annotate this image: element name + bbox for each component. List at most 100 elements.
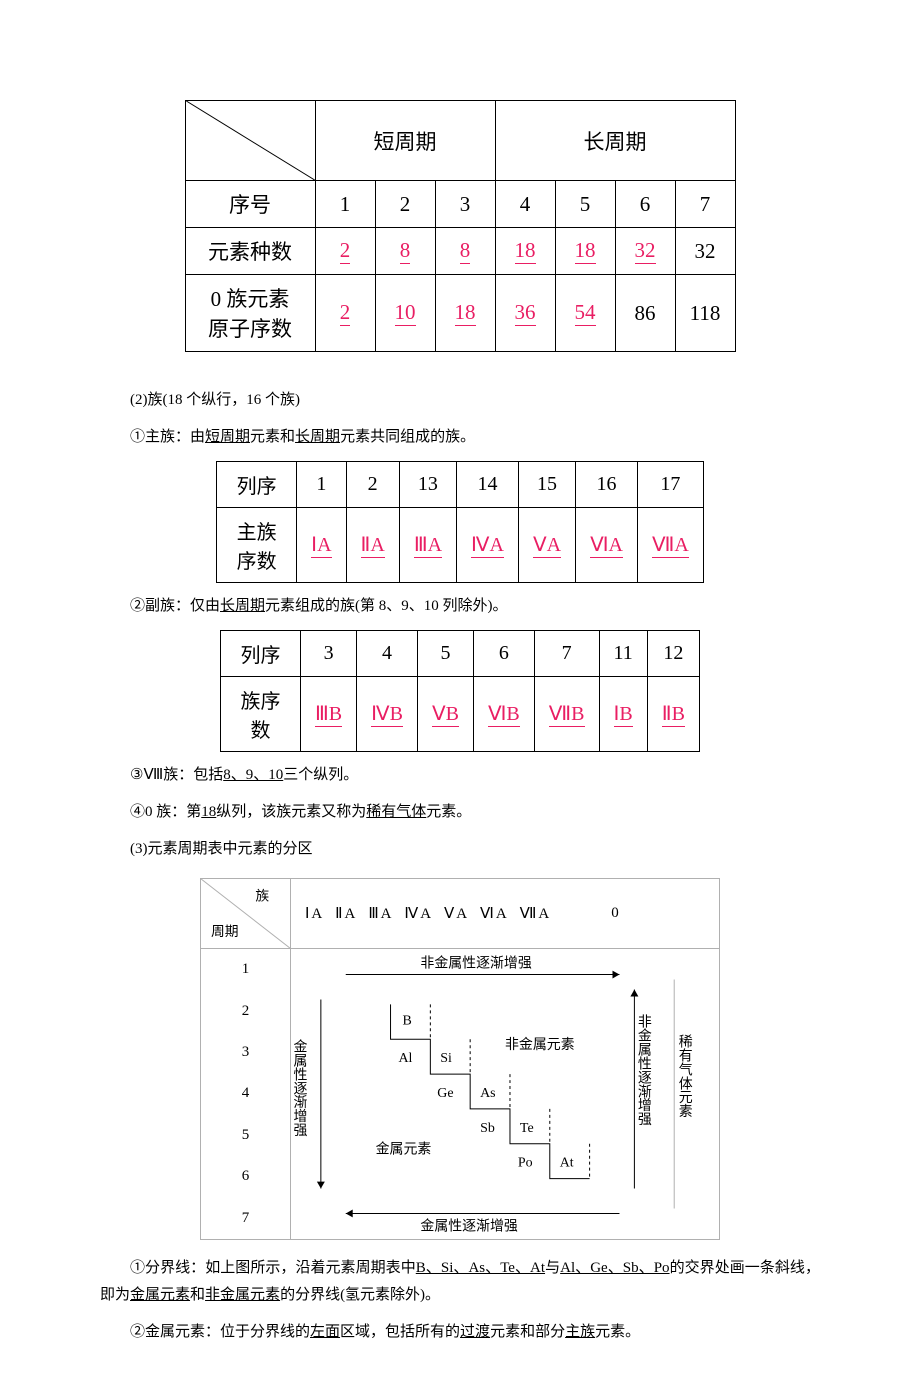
svg-text:Sb: Sb <box>480 1121 495 1136</box>
cell: ⅠB <box>599 677 647 752</box>
cell: 7 <box>675 181 735 228</box>
cell: 5 <box>417 631 473 677</box>
cell: 32 <box>615 228 675 275</box>
svg-text:As: As <box>480 1086 495 1101</box>
svg-text:Si: Si <box>440 1051 452 1066</box>
cell: 118 <box>675 275 735 352</box>
cell: ⅢA <box>399 508 456 583</box>
count-row: 元素种数 2 8 8 18 18 32 32 <box>185 228 735 275</box>
cell: 11 <box>599 631 647 677</box>
period-num: 7 <box>242 1210 250 1227</box>
text-2b: ②副族：仅由长周期元素组成的族(第 8、9、10 列除外)。 <box>100 593 820 620</box>
row-label: 主族序数 <box>217 508 297 583</box>
sub-groups-table: 列序 3 4 5 6 7 11 12 族序数 ⅢB ⅣB ⅤB ⅥB ⅦB ⅠB… <box>220 630 700 752</box>
cell: 8 <box>435 228 495 275</box>
diagram-axis-box: 族 周期 <box>201 879 291 948</box>
svg-text:Po: Po <box>518 1156 533 1171</box>
cell: ⅦA <box>637 508 703 583</box>
text-5: (3)元素周期表中元素的分区 <box>100 836 820 863</box>
row-label-period: 序号 <box>185 181 315 228</box>
cell: 15 <box>518 462 575 508</box>
cell: 13 <box>399 462 456 508</box>
svg-text:族: 族 <box>255 889 269 904</box>
cell: 17 <box>637 462 703 508</box>
period-num: 5 <box>242 1127 250 1144</box>
cell: 14 <box>457 462 519 508</box>
cell: 8 <box>375 228 435 275</box>
svg-text:At: At <box>560 1156 574 1171</box>
diagram-canvas: 非金属性逐渐增强 金属性逐渐增强 金属性逐渐增强 非金属性逐渐增强 稀有气体元素 <box>291 949 719 1239</box>
svg-text:非金属元素: 非金属元素 <box>505 1037 575 1053</box>
period-num: 2 <box>242 1003 250 1020</box>
row-label: 列序 <box>217 462 297 508</box>
svg-text:金属元素: 金属元素 <box>376 1142 432 1158</box>
cell: 1 <box>315 181 375 228</box>
diagram-groups-header: ⅠA ⅡA ⅢA ⅣA ⅤA ⅥA ⅦA 0 <box>291 879 719 948</box>
period-num: 6 <box>242 1168 250 1185</box>
svg-text:Ge: Ge <box>437 1086 453 1101</box>
cell: ⅡA <box>346 508 399 583</box>
row-label: 列序 <box>221 631 301 677</box>
svg-text:金属性逐渐增强: 金属性逐渐增强 <box>291 1039 307 1138</box>
svg-text:周期: 周期 <box>211 924 239 939</box>
row-label-count: 元素种数 <box>185 228 315 275</box>
cell: ⅣB <box>357 677 418 752</box>
cell: 4 <box>357 631 418 677</box>
cell: 4 <box>495 181 555 228</box>
cell: ⅤA <box>518 508 575 583</box>
svg-text:金属性逐渐增强: 金属性逐渐增强 <box>420 1218 518 1234</box>
cell: ⅢB <box>301 677 357 752</box>
cell: 2 <box>315 275 375 352</box>
period-num: 4 <box>242 1085 250 1102</box>
cell: ⅤB <box>417 677 473 752</box>
text-2a: ①主族：由短周期元素和长周期元素共同组成的族。 <box>100 424 820 451</box>
cell: 86 <box>615 275 675 352</box>
periodic-partition-diagram: 族 周期 ⅠA ⅡA ⅢA ⅣA ⅤA ⅥA ⅦA 0 1 2 3 4 5 6 … <box>200 878 720 1240</box>
noble-row: 0 族元素原子序数 2 10 18 36 54 86 118 <box>185 275 735 352</box>
periods-table: 短周期 长周期 序号 1 2 3 4 5 6 7 元素种数 2 8 8 18 1… <box>185 100 736 352</box>
text-6: ①分界线：如上图所示，沿着元素周期表中B、Si、As、Te、At与Al、Ge、S… <box>100 1255 820 1309</box>
cell: ⅣA <box>457 508 519 583</box>
text-4: ④0 族：第18纵列，该族元素又称为稀有气体元素。 <box>100 799 820 826</box>
svg-text:Al: Al <box>398 1051 412 1066</box>
cell: 12 <box>647 631 699 677</box>
svg-text:Te: Te <box>520 1121 534 1136</box>
svg-text:非金属性逐渐增强: 非金属性逐渐增强 <box>420 956 531 972</box>
cell: 10 <box>375 275 435 352</box>
cell: 54 <box>555 275 615 352</box>
cell: 18 <box>555 228 615 275</box>
row-label: 族序数 <box>221 677 301 752</box>
cell: 18 <box>495 228 555 275</box>
svg-text:非金属性逐渐增强: 非金属性逐渐增强 <box>636 1014 652 1127</box>
cell: 7 <box>534 631 599 677</box>
cell: 2 <box>375 181 435 228</box>
svg-text:稀有气体元素: 稀有气体元素 <box>677 1034 693 1118</box>
period-num: 3 <box>242 1044 250 1061</box>
long-period-header: 长周期 <box>495 101 735 181</box>
cell: ⅡB <box>647 677 699 752</box>
cell: 3 <box>301 631 357 677</box>
text-7: ②金属元素：位于分界线的左面区域，包括所有的过渡元素和部分主族元素。 <box>100 1319 820 1346</box>
cell: 2 <box>346 462 399 508</box>
cell: 1 <box>297 462 346 508</box>
cell: ⅦB <box>534 677 599 752</box>
cell: 6 <box>615 181 675 228</box>
diag-header-cell <box>185 101 315 181</box>
period-num: 1 <box>242 961 250 978</box>
cell: 5 <box>555 181 615 228</box>
diagram-periods-axis: 1 2 3 4 5 6 7 <box>201 949 291 1239</box>
text-2: (2)族(18 个纵行，16 个族) <box>100 387 820 414</box>
period-row: 序号 1 2 3 4 5 6 7 <box>185 181 735 228</box>
cell: 16 <box>576 462 638 508</box>
short-period-header: 短周期 <box>315 101 495 181</box>
cell: 18 <box>435 275 495 352</box>
text-3: ③Ⅷ族：包括8、9、10三个纵列。 <box>100 762 820 789</box>
cell: ⅥB <box>473 677 534 752</box>
cell: 3 <box>435 181 495 228</box>
cell: 32 <box>675 228 735 275</box>
cell: 2 <box>315 228 375 275</box>
cell: 6 <box>473 631 534 677</box>
cell: ⅠA <box>297 508 346 583</box>
row-label-noble: 0 族元素原子序数 <box>185 275 315 352</box>
cell: ⅥA <box>576 508 638 583</box>
